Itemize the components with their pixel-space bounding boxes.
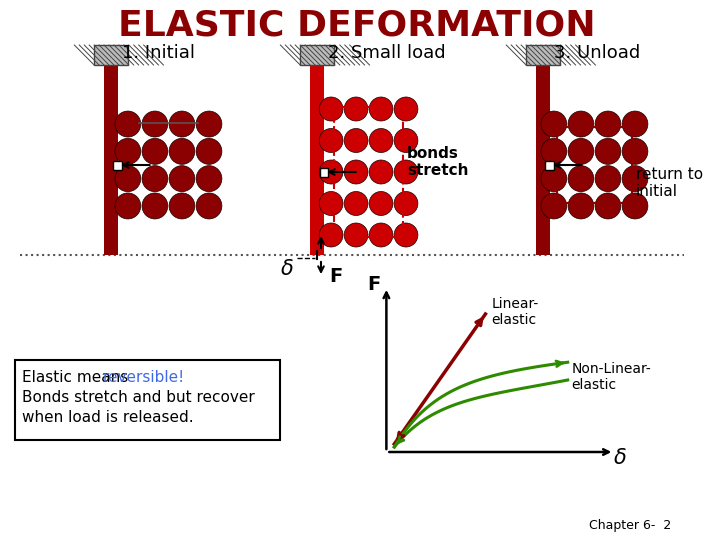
Circle shape	[142, 193, 168, 219]
Bar	[545, 160, 554, 170]
Bar	[104, 65, 118, 255]
Circle shape	[369, 192, 393, 215]
Circle shape	[115, 111, 140, 137]
Circle shape	[394, 223, 418, 247]
Circle shape	[344, 160, 368, 184]
Text: return to
initial: return to initial	[636, 167, 703, 199]
Circle shape	[369, 129, 393, 152]
Circle shape	[319, 223, 343, 247]
Text: F: F	[367, 275, 380, 294]
Bar	[94, 45, 128, 65]
Bar	[310, 65, 324, 255]
Circle shape	[115, 138, 140, 164]
Bar	[320, 167, 328, 177]
Circle shape	[169, 111, 195, 137]
Circle shape	[568, 138, 594, 164]
Text: bonds
stretch: bonds stretch	[408, 146, 469, 178]
Bar	[114, 160, 122, 170]
Bar	[15, 360, 280, 440]
Circle shape	[319, 97, 343, 121]
Circle shape	[196, 111, 222, 137]
Circle shape	[394, 97, 418, 121]
Circle shape	[394, 160, 418, 184]
Text: Bonds stretch and but recover: Bonds stretch and but recover	[22, 390, 255, 406]
Text: 1. Initial: 1. Initial	[122, 44, 195, 62]
Text: 2. Small load: 2. Small load	[328, 44, 446, 62]
Text: ELASTIC DEFORMATION: ELASTIC DEFORMATION	[118, 8, 595, 42]
Circle shape	[595, 193, 621, 219]
Circle shape	[568, 166, 594, 192]
Circle shape	[622, 138, 648, 164]
Circle shape	[622, 166, 648, 192]
Circle shape	[595, 166, 621, 192]
Circle shape	[595, 138, 621, 164]
Circle shape	[369, 160, 393, 184]
Bar	[557, 127, 632, 203]
Text: F: F	[329, 267, 342, 287]
Text: Elastic means: Elastic means	[22, 370, 133, 386]
Bar	[526, 45, 559, 65]
Text: 3. Unload: 3. Unload	[554, 44, 640, 62]
Circle shape	[541, 138, 567, 164]
Circle shape	[196, 193, 222, 219]
Circle shape	[541, 166, 567, 192]
Circle shape	[394, 129, 418, 152]
Text: δ: δ	[281, 259, 294, 279]
Circle shape	[344, 129, 368, 152]
Text: reversible!: reversible!	[103, 370, 185, 386]
Circle shape	[115, 166, 140, 192]
Circle shape	[568, 111, 594, 137]
Circle shape	[344, 223, 368, 247]
Circle shape	[622, 111, 648, 137]
Circle shape	[595, 111, 621, 137]
Circle shape	[142, 138, 168, 164]
Circle shape	[169, 138, 195, 164]
Circle shape	[344, 192, 368, 215]
Circle shape	[142, 111, 168, 137]
Circle shape	[319, 192, 343, 215]
Circle shape	[344, 97, 368, 121]
Circle shape	[196, 138, 222, 164]
Text: when load is released.: when load is released.	[22, 410, 194, 426]
Circle shape	[541, 111, 567, 137]
Text: δ: δ	[614, 448, 626, 468]
Text: Chapter 6-  2: Chapter 6- 2	[590, 519, 672, 532]
Circle shape	[622, 193, 648, 219]
Circle shape	[369, 97, 393, 121]
Bar	[536, 65, 550, 255]
Bar	[334, 107, 403, 237]
Text: Non-Linear-
elastic: Non-Linear- elastic	[572, 362, 652, 393]
Circle shape	[568, 193, 594, 219]
Circle shape	[115, 193, 140, 219]
Circle shape	[169, 193, 195, 219]
Circle shape	[369, 223, 393, 247]
Circle shape	[319, 129, 343, 152]
Text: Linear-
elastic: Linear- elastic	[492, 297, 539, 327]
Circle shape	[394, 192, 418, 215]
Bar	[300, 45, 334, 65]
Circle shape	[196, 166, 222, 192]
Circle shape	[169, 166, 195, 192]
Circle shape	[142, 166, 168, 192]
Circle shape	[319, 160, 343, 184]
Circle shape	[541, 193, 567, 219]
